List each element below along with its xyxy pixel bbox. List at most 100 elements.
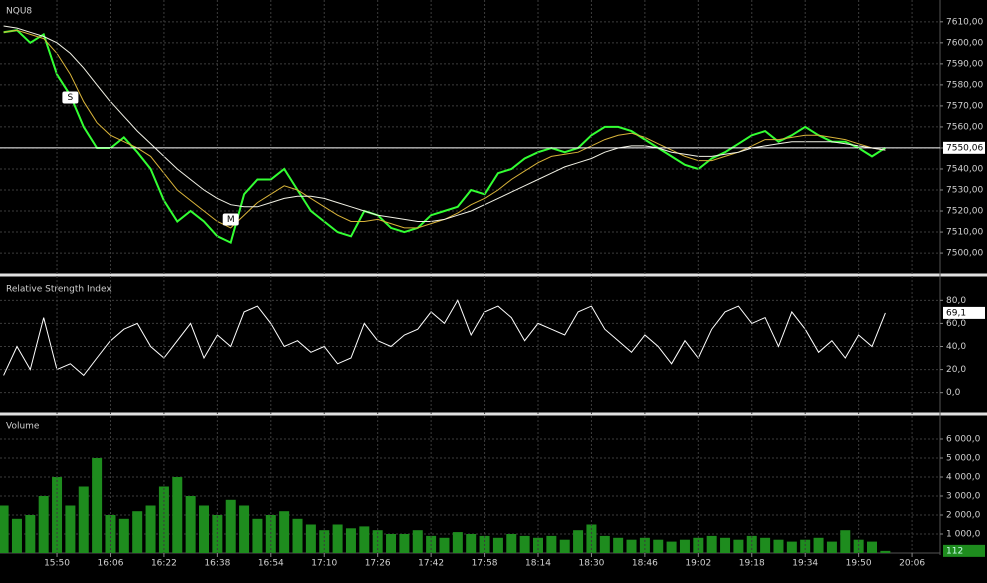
y-tick-label: 5 000,0 <box>946 454 981 464</box>
volume-bar <box>292 518 303 553</box>
volume-bar <box>786 541 797 553</box>
y-tick-label: 60,0 <box>946 319 966 329</box>
volume-bar <box>439 537 450 553</box>
volume-bar <box>492 537 503 553</box>
volume-bar <box>720 537 731 553</box>
y-tick-label: 7560,00 <box>946 122 983 132</box>
volume-bar <box>145 505 156 553</box>
annotation-label: S <box>68 93 74 103</box>
y-tick-label: 7540,00 <box>946 164 983 174</box>
volume-bar <box>800 539 811 553</box>
x-tick-label: 16:54 <box>258 559 284 569</box>
annotation-marker <box>222 213 239 226</box>
x-tick-label: 17:42 <box>418 559 444 569</box>
volume-bar <box>399 534 410 553</box>
volume-bar <box>573 530 584 553</box>
volume-bar <box>0 505 9 553</box>
volume-bar <box>386 534 397 553</box>
y-tick-label: 40,0 <box>946 342 966 352</box>
y-tick-label: 3 000,0 <box>946 492 981 502</box>
x-tick-label: 16:38 <box>204 559 230 569</box>
volume-bar <box>840 530 851 553</box>
volume-bar <box>653 539 664 553</box>
volume-bar <box>305 524 316 553</box>
x-tick-label: 16:22 <box>151 559 177 569</box>
y-tick-label: 4 000,0 <box>946 473 981 483</box>
pane-title: Volume <box>6 422 40 432</box>
y-tick-label: 20,0 <box>946 365 966 375</box>
volume-bar <box>52 477 63 553</box>
volume-bar <box>760 537 771 553</box>
last-value-box <box>943 544 985 557</box>
volume-bar <box>733 539 744 553</box>
volume-bar <box>599 535 610 553</box>
annotation-marker <box>62 91 79 104</box>
volume-bar <box>613 537 624 553</box>
pane-title: Relative Strength Index <box>6 285 112 295</box>
x-tick-label: 19:18 <box>739 559 765 569</box>
volume-bar <box>38 496 49 553</box>
y-tick-label: 7610,00 <box>946 17 983 27</box>
volume-bar <box>92 458 103 553</box>
x-tick-label: 19:34 <box>792 559 818 569</box>
last-value-box <box>943 141 985 154</box>
volume-bar <box>172 477 183 553</box>
volume-bar <box>666 541 677 553</box>
y-tick-label: 6 000,0 <box>946 435 981 445</box>
volume-bar <box>466 534 477 553</box>
volume-bar <box>706 535 717 553</box>
y-tick-label: 7530,00 <box>946 186 983 196</box>
x-tick-label: 20:06 <box>899 559 925 569</box>
volume-bar <box>826 541 837 553</box>
volume-bar <box>132 511 143 553</box>
series-line <box>3 299 886 377</box>
annotation-label: M <box>227 215 235 225</box>
volume-bar <box>546 535 557 553</box>
x-tick-label: 19:02 <box>685 559 711 569</box>
x-tick-label: 19:50 <box>846 559 872 569</box>
last-value-label: 7550,06 <box>946 143 983 153</box>
x-tick-label: 18:46 <box>632 559 658 569</box>
y-tick-label: 2 000,0 <box>946 511 981 521</box>
volume-bar <box>239 505 250 553</box>
volume-bar <box>25 515 36 553</box>
y-tick-label: 7600,00 <box>946 38 983 48</box>
pane-title: NQU8 <box>6 7 32 17</box>
volume-bar <box>11 518 22 553</box>
volume-bar <box>118 518 129 553</box>
volume-bar <box>559 539 570 553</box>
y-tick-label: 80,0 <box>946 296 966 306</box>
volume-bar <box>506 534 517 553</box>
x-tick-label: 17:26 <box>365 559 391 569</box>
volume-bar <box>679 539 690 553</box>
volume-bar <box>78 486 89 553</box>
volume-bar <box>452 532 463 553</box>
x-tick-label: 18:14 <box>525 559 551 569</box>
volume-bar <box>867 541 877 553</box>
volume-bar <box>412 530 423 553</box>
volume-bar <box>225 499 236 553</box>
y-tick-label: 7570,00 <box>946 101 983 111</box>
last-value-label: 69,1 <box>946 308 966 318</box>
series-line <box>3 25 886 222</box>
y-tick-label: 7590,00 <box>946 59 983 69</box>
volume-bar <box>853 539 864 553</box>
volume-bar <box>773 539 784 553</box>
volume-bar <box>158 486 169 553</box>
volume-bar <box>199 505 209 553</box>
volume-bar <box>813 537 824 553</box>
last-value-label: 112 <box>946 546 963 556</box>
series-line <box>3 29 886 245</box>
x-tick-label: 18:30 <box>578 559 604 569</box>
volume-bar <box>279 511 290 553</box>
x-tick-label: 17:58 <box>472 559 498 569</box>
x-tick-label: 16:06 <box>98 559 124 569</box>
volume-bar <box>185 496 196 553</box>
volume-bar <box>880 550 891 553</box>
y-tick-label: 7500,00 <box>946 249 983 259</box>
y-tick-label: 7580,00 <box>946 80 983 90</box>
volume-bar <box>359 526 370 553</box>
y-tick-label: 0,0 <box>946 388 961 398</box>
